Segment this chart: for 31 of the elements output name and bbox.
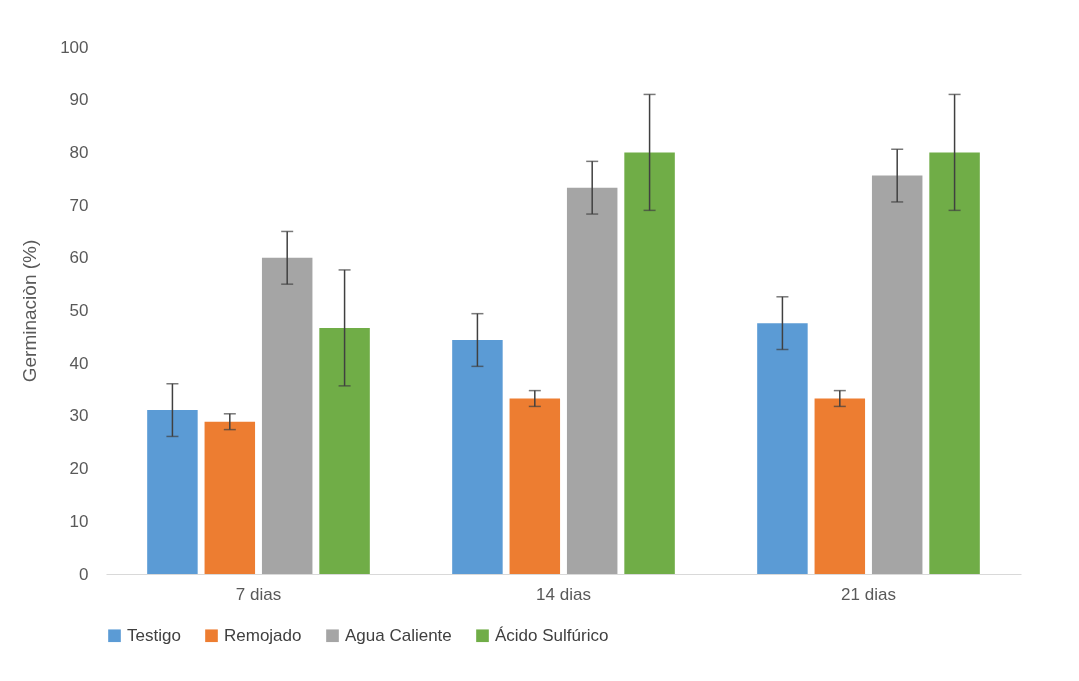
bar — [624, 152, 675, 574]
bar — [319, 327, 370, 574]
bar — [452, 340, 503, 574]
y-tick-label: 0 — [79, 564, 89, 584]
bar — [261, 257, 313, 574]
y-axis-title: Germinaciòn (%) — [19, 239, 41, 383]
x-tick-label: 7 dias — [235, 584, 282, 604]
legend-label: Agua Caliente — [345, 625, 452, 645]
legend-label: Testigo — [127, 625, 181, 645]
y-tick-label: 90 — [69, 90, 89, 110]
x-tick-label: 21 dias — [841, 584, 896, 604]
bar — [757, 323, 808, 574]
y-tick-label: 50 — [69, 301, 89, 320]
bar — [566, 187, 618, 574]
y-tick-label: 100 — [60, 37, 89, 57]
y-tick-label: 10 — [69, 511, 89, 531]
y-tick-label: 20 — [69, 459, 89, 479]
bar — [814, 398, 866, 574]
y-tick-label: 70 — [69, 195, 89, 215]
bar — [147, 410, 198, 574]
y-tick-label: 80 — [69, 142, 89, 162]
legend-label: Ácido Sulfúrico — [495, 625, 609, 645]
y-tick-label: 60 — [69, 248, 89, 268]
y-tick-label: 30 — [69, 406, 89, 426]
legend-label: Remojado — [224, 625, 302, 645]
bar — [509, 398, 561, 574]
bar — [929, 152, 980, 574]
bar — [204, 421, 256, 574]
x-tick-label: 14 dias — [536, 584, 591, 604]
y-tick-label: 40 — [69, 353, 89, 373]
bar — [871, 175, 923, 574]
